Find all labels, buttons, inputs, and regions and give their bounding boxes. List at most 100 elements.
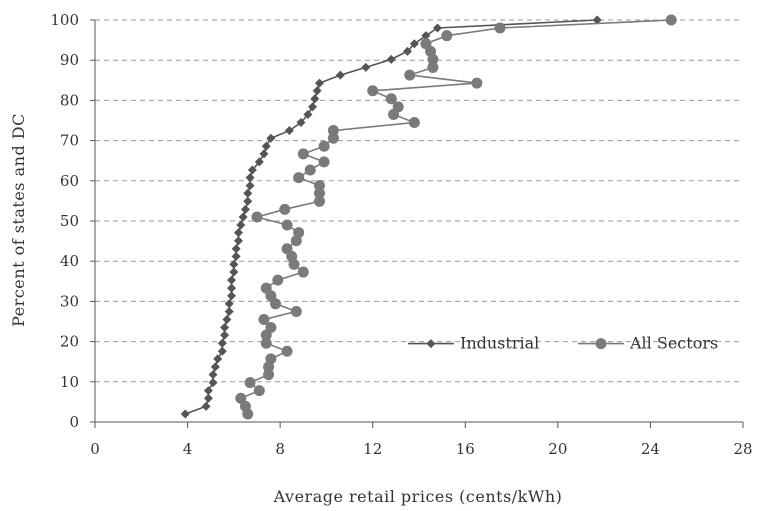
y-tick-label: 0 [69,413,79,431]
data-point [318,156,330,168]
x-tick-label: 16 [456,440,475,458]
series-line [239,19,672,415]
y-tick-label: 10 [60,373,79,391]
data-point [296,118,306,128]
data-point [247,165,257,175]
data-point [260,282,272,294]
data-point [310,94,320,104]
data-point [222,314,232,324]
data-point [208,378,218,388]
data-point [312,86,322,96]
data-point [297,266,309,278]
data-point [281,345,293,357]
y-tick-label: 30 [60,292,79,310]
data-point [229,267,239,277]
data-point [308,102,318,112]
data-point [203,386,213,396]
axes [90,19,744,428]
data-point [386,54,396,64]
data-point [427,61,439,73]
data-point [254,157,264,167]
data-point [433,23,443,33]
data-point [284,126,294,136]
x-axis-title: Average retail prices (cents/kWh) [273,487,563,506]
data-point [240,204,250,214]
data-point [208,370,218,380]
legend-item: Industrial [408,334,539,353]
y-tick-label: 50 [60,212,79,230]
x-tick-label: 20 [548,440,567,458]
data-point [281,243,293,255]
data-point [297,148,309,160]
series-layer [180,14,677,420]
data-point [313,180,325,192]
data-point [293,227,305,239]
data-point [243,196,253,206]
data-point [203,393,213,403]
data-point [402,46,412,56]
y-tick-label: 80 [60,91,79,109]
data-point [201,401,211,411]
data-point [210,362,220,372]
legend-label: All Sectors [629,334,718,353]
y-tick-label: 40 [60,252,79,270]
legend-marker [426,339,436,349]
data-point [239,400,251,412]
y-tick-label: 70 [60,132,79,150]
data-point [220,330,230,340]
data-point [238,212,248,222]
data-point [231,244,241,254]
data-point [313,195,325,207]
data-point [303,109,313,119]
legend: Industrial All Sectors [408,334,718,353]
data-point [229,259,239,269]
y-tick-labels: 0 10 20 30 40 50 60 70 80 90 100 [50,11,79,431]
data-point [253,385,265,397]
data-point [265,353,277,365]
data-point [233,228,243,238]
y-tick-label: 60 [60,172,79,190]
data-point [327,125,339,137]
data-point [409,39,419,49]
legend-label: Industrial [460,334,539,353]
series-2 [235,14,677,420]
data-point [235,392,247,404]
x-tick-label: 28 [733,440,752,458]
data-point [224,299,234,309]
data-point [404,69,416,81]
y-axis-title: Percent of states and DC [9,113,28,327]
data-point [392,101,404,113]
data-point [266,133,276,143]
x-tick-label: 8 [275,440,285,458]
data-point [385,93,397,105]
data-point [270,298,282,310]
data-point [258,313,270,325]
data-point [224,306,234,316]
data-point [227,283,237,293]
data-point [281,219,293,231]
y-tick-label: 20 [60,333,79,351]
data-point [261,141,271,151]
data-point [180,409,190,419]
data-point [220,323,230,333]
data-point [279,203,291,215]
data-point [233,236,243,246]
data-point [361,62,371,72]
data-point [265,322,277,334]
data-point [213,354,223,364]
data-point [592,15,602,25]
x-tick-label: 0 [90,440,100,458]
x-tick-label: 12 [363,440,382,458]
data-point [408,117,420,129]
data-point [471,77,483,89]
legend-item: All Sectors [578,334,718,353]
data-point [227,275,237,285]
data-point [227,291,237,301]
data-point [243,188,253,198]
data-point [217,338,227,348]
data-point [231,251,241,261]
x-tick-label: 4 [183,440,193,458]
data-point [245,181,255,191]
series-1 [180,15,602,419]
x-tick-labels: 0 4 8 12 16 20 24 28 [90,440,752,458]
